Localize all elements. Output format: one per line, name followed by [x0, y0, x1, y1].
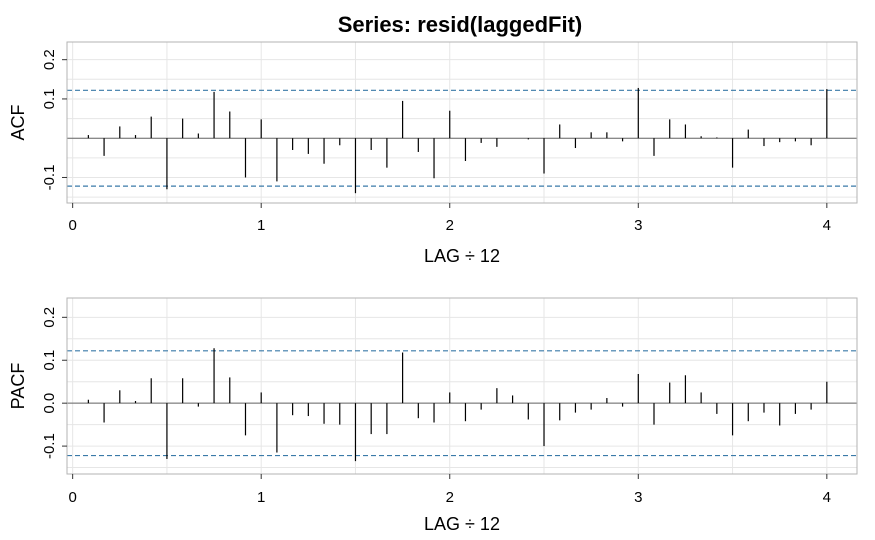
y-tick-label: 0.1 — [41, 350, 58, 371]
x-tick-label: 3 — [634, 489, 642, 506]
x-tick-label: 2 — [446, 489, 454, 506]
x-tick-label: 0 — [68, 217, 76, 234]
x-tick-label: 1 — [257, 489, 265, 506]
x-tick-label: 0 — [68, 489, 76, 506]
y-tick-label: 0.2 — [41, 49, 58, 70]
y-tick-label: 0.1 — [41, 89, 58, 110]
acf-panel: 0 1 2 3 4 -0.1 0.1 0.2 LAG ÷ 12 ACF — [8, 41, 858, 266]
chart-title: Series: resid(laggedFit) — [338, 12, 583, 37]
x-axis-label: LAG ÷ 12 — [424, 246, 500, 266]
panel-frame — [66, 41, 858, 204]
y-tick-label: -0.1 — [41, 433, 58, 459]
y-axis-label: PACF — [8, 363, 28, 410]
x-axis-label: LAG ÷ 12 — [424, 514, 500, 534]
y-tick-label: -0.1 — [41, 165, 58, 191]
x-tick-label: 4 — [823, 489, 831, 506]
pacf-panel: 0 1 2 3 4 -0.1 0.0 0.1 0.2 LAG ÷ 12 PACF — [8, 297, 858, 534]
panel-frame — [66, 297, 858, 475]
y-tick-label: 0.0 — [41, 393, 58, 414]
x-tick-label: 3 — [634, 217, 642, 234]
x-tick-label: 2 — [446, 217, 454, 234]
x-tick-label: 4 — [823, 217, 831, 234]
y-axis-label: ACF — [8, 104, 28, 140]
x-tick-label: 1 — [257, 217, 265, 234]
y-tick-label: 0.2 — [41, 307, 58, 328]
